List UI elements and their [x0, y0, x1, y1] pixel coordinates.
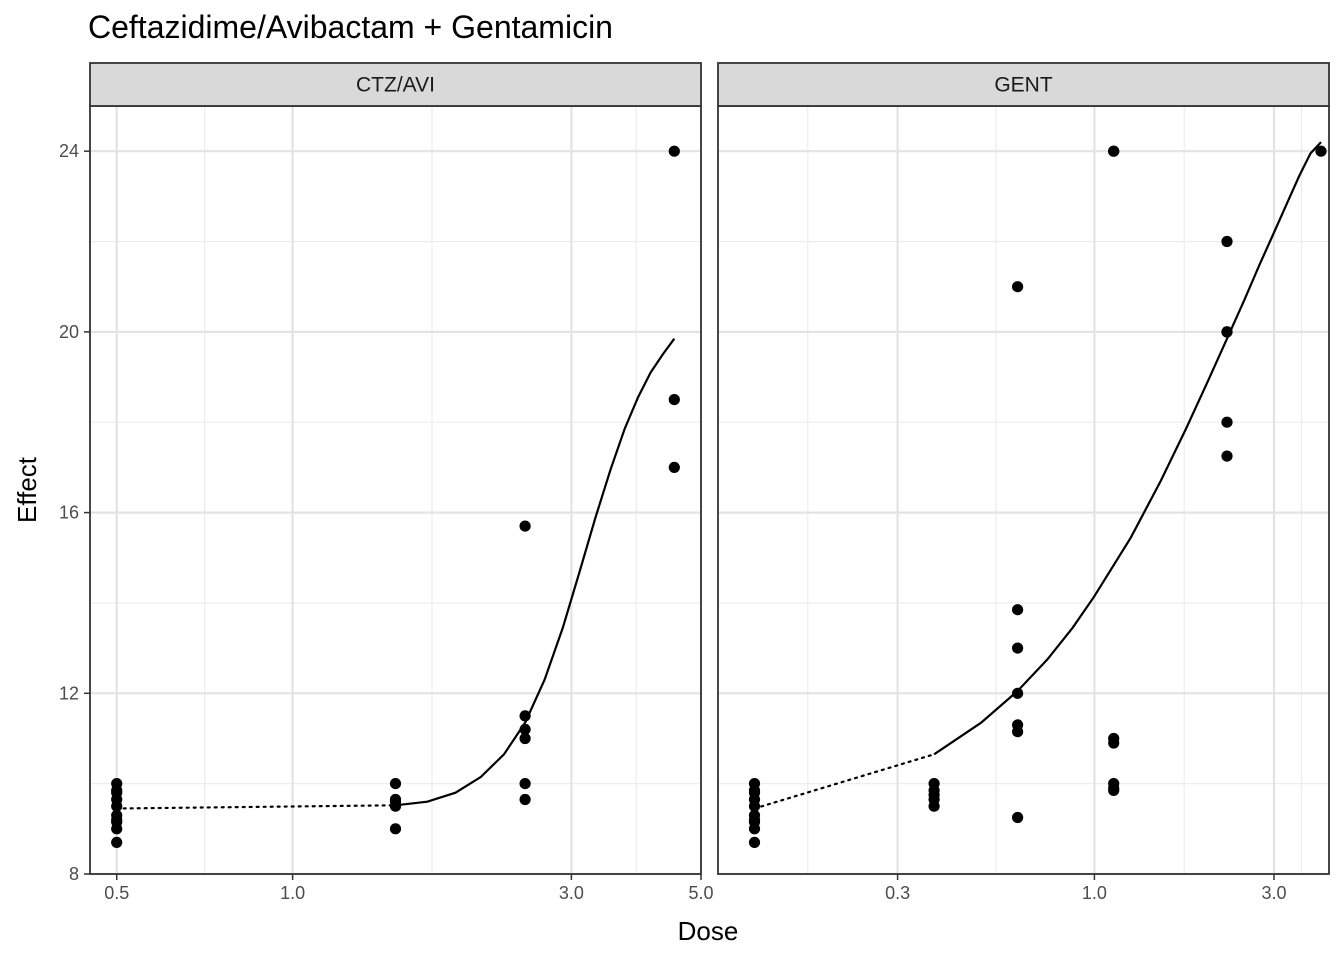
panel-background: [90, 106, 701, 874]
y-tick-label: 20: [59, 322, 79, 342]
x-tick-label: 3.0: [1261, 883, 1286, 903]
fit-line-dotted: [115, 804, 397, 810]
x-axis-title: Dose: [678, 916, 739, 946]
y-tick-label: 12: [59, 683, 79, 703]
y-tick-label: 8: [69, 864, 79, 884]
y-tick-label: 16: [59, 503, 79, 523]
data-point: [1012, 281, 1024, 293]
data-point: [1221, 450, 1233, 462]
data-point: [389, 796, 402, 808]
data-point: [389, 778, 402, 790]
chart-title: Ceftazidime/Avibactam + Gentamicin: [88, 9, 613, 45]
data-point: [1012, 642, 1024, 654]
data-point: [111, 787, 123, 799]
data-point: [748, 787, 761, 799]
data-point: [111, 823, 123, 835]
x-tick-label: 3.0: [559, 883, 584, 903]
panel-background: [718, 106, 1329, 874]
facet-strip: [89, 62, 702, 107]
data-point: [1012, 811, 1024, 824]
data-point: [1221, 416, 1233, 428]
data-point: [519, 710, 531, 722]
data-point: [1108, 737, 1120, 749]
data-point: [1221, 326, 1233, 338]
data-point: [1012, 687, 1024, 699]
data-point: [111, 836, 123, 849]
data-point: [748, 814, 761, 826]
facet-strip-label: GENT: [994, 74, 1053, 97]
data-point: [519, 793, 531, 806]
fit-line-dotted: [753, 753, 936, 810]
data-point: [668, 394, 680, 406]
fit-line-solid: [395, 338, 676, 807]
x-tick-label: 1.0: [280, 883, 305, 903]
data-point: [748, 836, 761, 849]
y-axis: 8 12 16 20 24: [59, 141, 90, 884]
data-point: [928, 800, 940, 812]
data-point: [668, 461, 680, 473]
panel-2: 0.3 1.0 3.0 GENT: [717, 62, 1330, 903]
y-axis-title: Effect: [12, 456, 42, 523]
panel-1: 0.5 1.0 3.0 5.0 CTZ/AVI: [89, 62, 714, 903]
data-point: [519, 520, 531, 532]
data-point: [1012, 726, 1024, 738]
data-point: [1108, 145, 1120, 157]
data-point: [748, 800, 761, 812]
data-point: [1012, 604, 1024, 616]
facet-panels: 0.5 1.0 3.0 5.0 CTZ/AVI 0.3 1.0 3.0 GENT: [89, 62, 1330, 903]
x-tick-label: 5.0: [688, 883, 713, 903]
x-tick-label: 1.0: [1082, 883, 1107, 903]
facet-strip: [717, 62, 1330, 107]
data-point: [1221, 235, 1233, 248]
data-point: [389, 823, 402, 835]
y-tick-label: 24: [59, 141, 79, 161]
data-point: [519, 723, 531, 736]
data-point: [928, 789, 940, 801]
data-point: [1315, 145, 1327, 157]
data-point: [519, 778, 531, 790]
x-tick-label: 0.3: [885, 883, 910, 903]
data-point: [111, 800, 123, 812]
data-point: [748, 823, 761, 835]
data-point: [111, 814, 123, 826]
fit-line-solid: [933, 141, 1322, 756]
data-point: [1108, 782, 1120, 794]
facet-strip-label: CTZ/AVI: [356, 74, 435, 97]
data-point: [519, 732, 531, 745]
data-point: [668, 145, 680, 157]
x-tick-label: 0.5: [104, 883, 129, 903]
